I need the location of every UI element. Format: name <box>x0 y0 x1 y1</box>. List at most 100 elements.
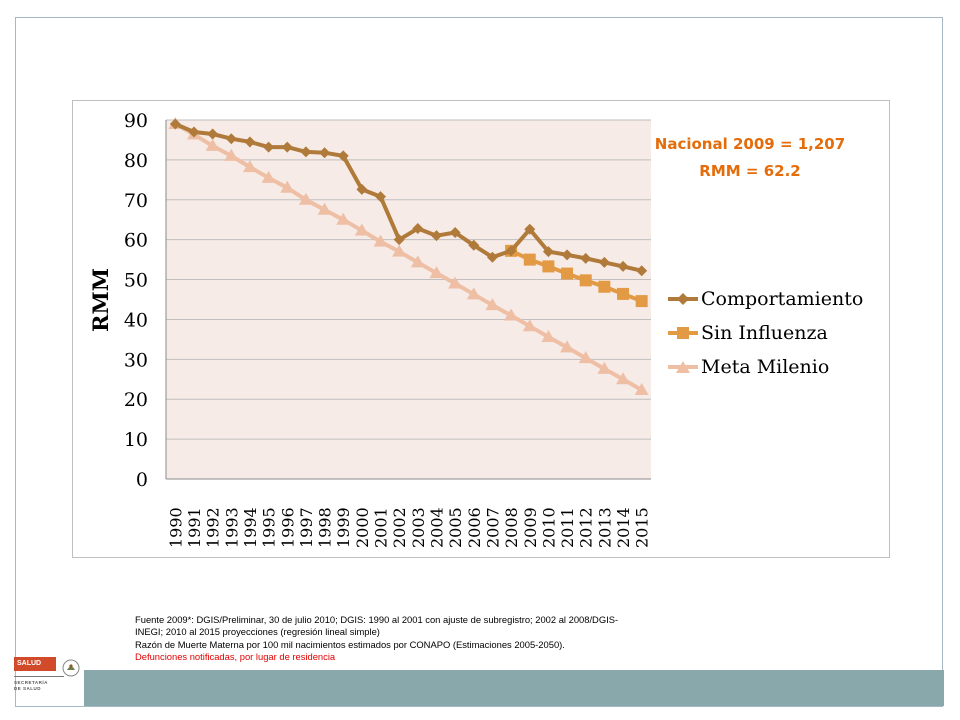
salud-logo: SALUD SECRETARÍA DE SALUD <box>14 657 84 705</box>
source-line-1: Fuente 2009*: DGIS/Preliminar, 30 de jul… <box>135 614 619 625</box>
source-line-2: INEGI; 2010 al 2015 proyecciones (regres… <box>135 626 380 638</box>
x-tick-label-1991: 1991 <box>185 507 204 548</box>
y-axis-title: RMM <box>88 268 113 332</box>
legend-label-comportamiento: Comportamiento <box>701 288 864 310</box>
marker-comportamiento-1994 <box>244 136 256 148</box>
annotation-nacional: Nacional 2009 = 1,207 <box>654 135 846 153</box>
marker-comportamiento-1995 <box>263 141 275 153</box>
marker-comportamiento-2003 <box>412 222 424 234</box>
marker-comportamiento-2012 <box>580 252 592 264</box>
marker-meta-milenio-1997 <box>298 192 313 205</box>
marker-comportamiento-2008 <box>505 245 517 257</box>
marker-meta-milenio-2001 <box>373 234 388 247</box>
logo-secretaria-line-1: SECRETARÍA <box>14 680 48 685</box>
logo-divider <box>14 676 64 677</box>
marker-meta-milenio-1994 <box>242 160 257 173</box>
x-tick-label-1996: 1996 <box>278 507 297 548</box>
marker-meta-milenio-2009 <box>522 319 537 332</box>
marker-meta-milenio-2011 <box>560 340 575 353</box>
marker-sin-influenza-2015 <box>635 295 648 308</box>
marker-comportamiento-1990 <box>169 118 181 130</box>
marker-meta-milenio-2005 <box>448 276 463 289</box>
y-tick-label-80: 80 <box>124 150 148 172</box>
marker-meta-milenio-2007 <box>485 298 500 311</box>
plot-area <box>166 120 651 479</box>
marker-sin-influenza-2010 <box>542 260 555 273</box>
marker-meta-milenio-2004 <box>429 266 444 279</box>
marker-meta-milenio-2003 <box>410 255 425 268</box>
x-tick-label-2014: 2014 <box>614 507 633 548</box>
marker-comportamiento-2009 <box>524 223 536 235</box>
marker-meta-milenio-2008 <box>504 308 519 321</box>
marker-comportamiento-2013 <box>598 256 610 268</box>
marker-meta-milenio-2006 <box>466 287 481 300</box>
marker-meta-milenio-2010 <box>541 329 556 342</box>
x-tick-label-2008: 2008 <box>502 507 521 548</box>
x-tick-label-2000: 2000 <box>353 507 372 548</box>
x-tick-label-2003: 2003 <box>409 507 428 548</box>
x-tick-label-2012: 2012 <box>577 507 596 548</box>
marker-meta-milenio-1999 <box>336 212 351 225</box>
x-tick-label-2001: 2001 <box>372 507 391 548</box>
marker-meta-milenio-2012 <box>578 351 593 364</box>
legend-square-icon <box>668 327 698 339</box>
marker-meta-milenio-1995 <box>261 170 276 183</box>
y-tick-label-50: 50 <box>124 270 148 292</box>
marker-meta-milenio-2014 <box>616 372 631 385</box>
source-note: Fuente 2009*: DGIS/Preliminar, 30 de jul… <box>135 614 715 664</box>
legend-label-meta-milenio: Meta Milenio <box>701 356 830 378</box>
marker-sin-influenza-2013 <box>598 280 611 293</box>
marker-meta-milenio-2002 <box>392 244 407 257</box>
legend-diamond-icon <box>668 293 698 305</box>
x-tick-label-2013: 2013 <box>595 507 614 548</box>
source-note-red: Defunciones notificadas, por lugar de re… <box>135 651 336 663</box>
logo-salud-badge: SALUD <box>14 657 56 671</box>
x-tick-label-2009: 2009 <box>521 507 540 548</box>
source-line-3: Razón de Muerte Materna por 100 mil naci… <box>135 638 565 650</box>
x-tick-label-2011: 2011 <box>558 507 577 548</box>
logo-secretaria-line-2: DE SALUD <box>14 686 42 691</box>
marker-comportamiento-2014 <box>617 260 629 272</box>
legend-item-comportamiento: Comportamiento <box>668 282 863 316</box>
logo-secretaria: SECRETARÍA DE SALUD <box>14 680 48 692</box>
marker-comportamiento-2002 <box>393 234 405 246</box>
y-tick-label-90: 90 <box>124 110 148 132</box>
marker-meta-milenio-2015 <box>634 383 649 396</box>
marker-meta-milenio-1996 <box>280 180 295 193</box>
marker-comportamiento-1996 <box>281 141 293 153</box>
x-tick-label-1998: 1998 <box>316 507 335 548</box>
y-tick-label-60: 60 <box>124 230 148 252</box>
marker-comportamiento-2004 <box>430 230 442 242</box>
x-tick-label-2006: 2006 <box>465 507 484 548</box>
legend-label-sin-influenza: Sin Influenza <box>701 322 828 344</box>
y-tick-label-0: 0 <box>136 469 148 491</box>
y-tick-label-40: 40 <box>124 309 148 331</box>
y-tick-label-30: 30 <box>124 349 148 371</box>
marker-meta-milenio-1993 <box>224 148 239 161</box>
marker-sin-influenza-2012 <box>579 274 592 287</box>
marker-sin-influenza-2011 <box>561 267 574 280</box>
legend-triangle-icon <box>668 361 698 373</box>
marker-meta-milenio-1992 <box>205 138 220 151</box>
y-tick-label-20: 20 <box>124 389 148 411</box>
marker-comportamiento-2001 <box>375 191 387 203</box>
marker-comportamiento-2011 <box>561 249 573 261</box>
marker-comportamiento-1993 <box>225 133 237 145</box>
eagle-emblem-icon <box>62 659 80 677</box>
x-tick-label-2004: 2004 <box>427 507 446 548</box>
marker-comportamiento-1992 <box>207 128 219 140</box>
slide-frame <box>15 17 943 707</box>
footer-bar <box>84 670 944 706</box>
x-tick-label-1997: 1997 <box>297 507 316 548</box>
annotation-rmm: RMM = 62.2 <box>699 162 801 180</box>
marker-comportamiento-2000 <box>356 183 368 195</box>
marker-meta-milenio-2000 <box>354 223 369 236</box>
legend-item-meta-milenio: Meta Milenio <box>668 350 863 384</box>
marker-comportamiento-1999 <box>337 150 349 162</box>
x-tick-label-1993: 1993 <box>222 507 241 548</box>
marker-meta-milenio-1998 <box>317 202 332 215</box>
y-tick-label-10: 10 <box>124 429 148 451</box>
x-tick-label-1995: 1995 <box>260 507 279 548</box>
legend: Comportamiento Sin Influenza Meta Mileni… <box>668 282 863 384</box>
